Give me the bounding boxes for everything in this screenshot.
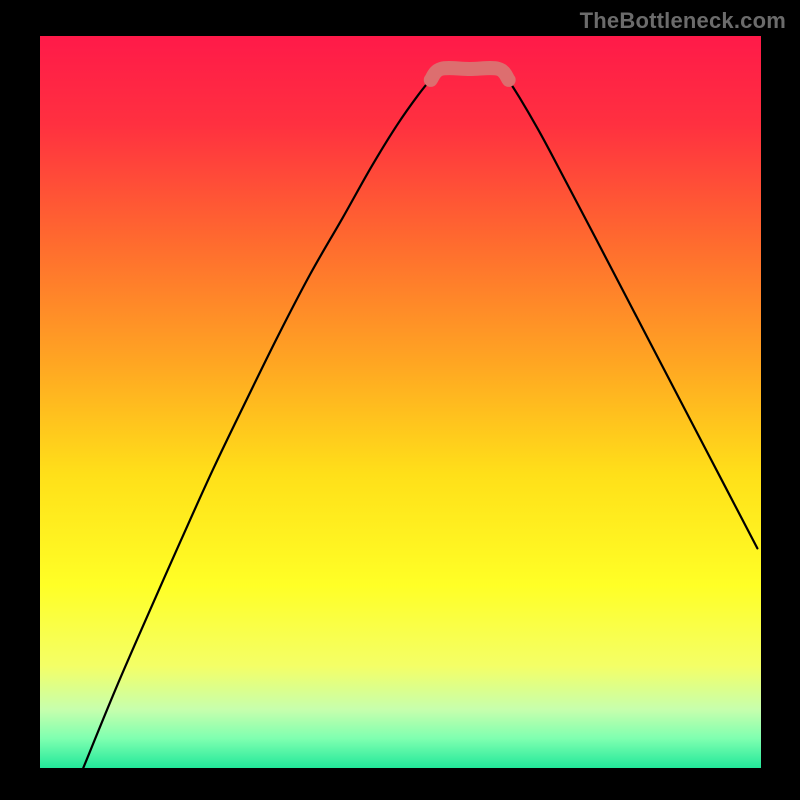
gradient-background	[40, 36, 761, 768]
bottleneck-plot	[0, 0, 800, 800]
chart-container: TheBottleneck.com	[0, 0, 800, 800]
